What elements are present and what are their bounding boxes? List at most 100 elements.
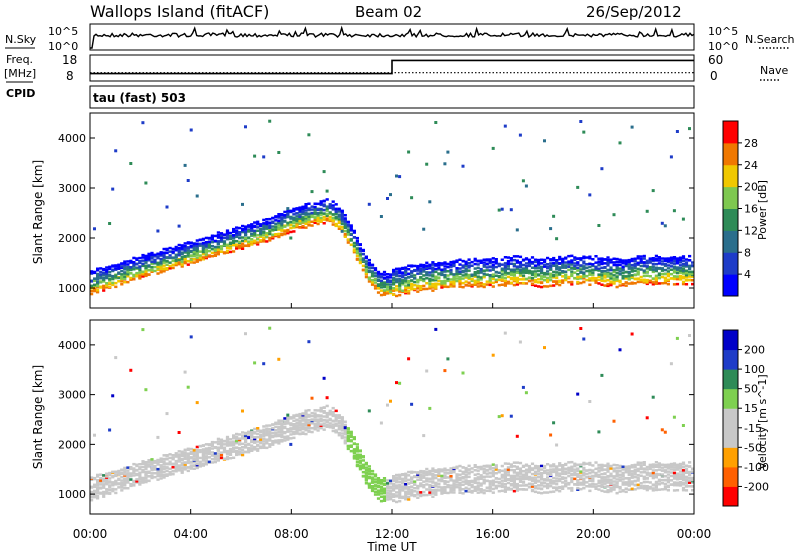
power-cell	[349, 226, 353, 229]
power-cell	[609, 281, 613, 285]
power-cell	[482, 283, 486, 286]
velocity-cell	[286, 438, 290, 441]
velocity-cell	[398, 496, 402, 499]
velocity-cell	[250, 435, 254, 438]
power-cell	[174, 259, 178, 263]
power-cell	[392, 273, 396, 276]
power-cell	[666, 267, 670, 270]
velocity-cell	[102, 474, 106, 477]
velocity-cell	[370, 476, 375, 479]
power-cell	[624, 270, 628, 274]
velocity-cell	[612, 419, 616, 423]
velocity-cell	[271, 426, 275, 430]
velocity-cell	[389, 482, 393, 485]
velocity-cell	[367, 476, 371, 479]
power-cell	[437, 279, 441, 283]
velocity-cell	[102, 480, 106, 483]
velocity-cell	[555, 488, 559, 491]
power-cell	[642, 269, 646, 272]
velocity-cell	[186, 460, 190, 463]
power-cell	[307, 215, 311, 218]
power-cell	[96, 276, 100, 280]
power-cell	[485, 273, 489, 276]
power-cell	[343, 214, 347, 217]
velocity-cell	[594, 487, 598, 490]
power-cell	[105, 269, 109, 272]
velocity-cell	[213, 446, 217, 449]
power-cell	[120, 277, 124, 280]
velocity-cell	[135, 472, 139, 476]
power-cell	[636, 280, 640, 284]
velocity-cell	[171, 472, 175, 476]
velocity-cell	[235, 432, 239, 436]
power-cell	[404, 266, 408, 269]
velocity-cell	[135, 480, 139, 483]
velocity-cell	[108, 485, 112, 488]
velocity-cell	[570, 460, 574, 464]
velocity-cell	[630, 487, 634, 491]
power-cell	[99, 270, 103, 274]
velocity-cell	[277, 426, 281, 429]
velocity-cell	[681, 483, 686, 486]
velocity-cell	[277, 433, 281, 437]
power-cell	[503, 284, 507, 287]
velocity-cell	[597, 475, 601, 478]
power-cell	[533, 284, 538, 287]
power-colorbar-swatch	[723, 142, 738, 166]
velocity-cell	[250, 440, 254, 444]
power-cell	[180, 263, 184, 267]
velocity-cell	[370, 487, 375, 490]
velocity-cell	[219, 440, 224, 444]
power-cell	[660, 263, 664, 266]
power-cell	[328, 203, 332, 206]
velocity-cell	[609, 464, 613, 468]
power-cell	[111, 187, 115, 191]
velocity-cell	[379, 479, 384, 482]
velocity-colorbar-label: Velocity [m s^-1]	[756, 374, 769, 469]
velocity-cell	[195, 453, 199, 456]
power-cell	[259, 232, 263, 235]
velocity-cell	[512, 470, 516, 474]
velocity-cell	[198, 465, 202, 468]
power-cell	[334, 222, 338, 226]
velocity-cell	[195, 401, 199, 405]
power-cell	[117, 263, 121, 267]
power-cell	[301, 216, 305, 219]
power-cell	[600, 283, 604, 286]
velocity-cell	[404, 483, 408, 486]
power-cell	[298, 226, 302, 229]
power-cell	[618, 260, 622, 264]
velocity-cell	[567, 474, 571, 478]
velocity-cell	[660, 488, 664, 491]
velocity-cell	[564, 462, 568, 466]
power-cell	[524, 277, 529, 281]
velocity-cell	[570, 467, 574, 470]
velocity-cell	[494, 472, 498, 475]
power-cell	[543, 260, 547, 263]
velocity-cell	[425, 493, 429, 497]
power-cell	[389, 276, 393, 279]
power-cell	[645, 274, 649, 277]
power-cell	[129, 266, 133, 269]
velocity-cell	[156, 463, 160, 466]
velocity-cell	[313, 428, 317, 431]
velocity-cell	[588, 463, 592, 466]
velocity-cell	[111, 394, 115, 398]
power-cell	[458, 282, 462, 286]
velocity-cell	[189, 456, 193, 459]
velocity-cell	[150, 461, 154, 465]
velocity-cell	[228, 441, 233, 444]
velocity-cell	[512, 489, 516, 493]
power-cell	[304, 206, 308, 210]
power-cell	[425, 287, 429, 291]
velocity-cell	[304, 422, 308, 425]
velocity-cell	[464, 481, 468, 484]
velocity-cell	[114, 488, 118, 491]
velocity-cell	[268, 445, 272, 448]
velocity-cell	[235, 437, 239, 441]
velocity-cell	[334, 431, 338, 434]
velocity-cell	[537, 491, 541, 494]
velocity-cell	[207, 446, 211, 450]
velocity-cell	[669, 465, 674, 469]
power-cell	[232, 244, 236, 247]
